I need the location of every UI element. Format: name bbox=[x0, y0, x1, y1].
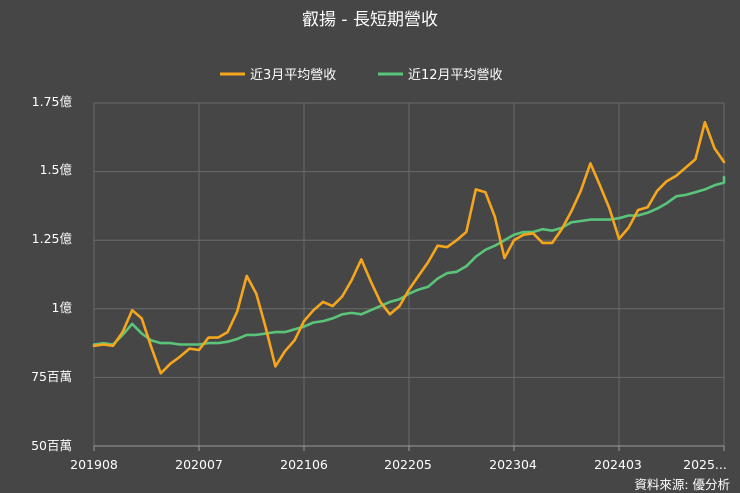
axes bbox=[93, 445, 725, 451]
x-tick-label: 201908 bbox=[70, 457, 118, 472]
legend: 近3月平均營收 近12月平均營收 bbox=[220, 68, 503, 83]
data-source-credit: 資料來源: 優分析 bbox=[634, 477, 730, 492]
x-tick-labels: 201908 202007 202106 202205 202304 20240… bbox=[70, 457, 727, 472]
chart-title: 叡揚 - 長短期營收 bbox=[302, 10, 438, 30]
y-tick-labels: 50百萬 75百萬 1億 1.25億 1.5億 1.75億 bbox=[31, 94, 72, 453]
y-tick-label: 1.25億 bbox=[32, 231, 73, 246]
x-tick-label: 202304 bbox=[489, 457, 537, 472]
series-lines bbox=[92, 120, 726, 375]
series-line-12m-avg bbox=[92, 175, 726, 346]
series-line-3m-avg bbox=[92, 120, 726, 375]
x-tick-label: 202205 bbox=[384, 457, 432, 472]
legend-label-short: 近3月平均營收 bbox=[250, 68, 336, 83]
x-tick-label: 202403 bbox=[594, 457, 642, 472]
y-tick-label: 50百萬 bbox=[31, 438, 72, 453]
x-tick-label: 202106 bbox=[280, 457, 328, 472]
y-tick-label: 75百萬 bbox=[31, 369, 72, 384]
y-tick-label: 1億 bbox=[52, 300, 73, 315]
y-tick-label: 1.5億 bbox=[40, 162, 73, 177]
x-tick-label: 2025... bbox=[683, 457, 727, 472]
legend-label-long: 近12月平均營收 bbox=[408, 68, 503, 83]
y-tick-label: 1.75億 bbox=[32, 94, 73, 109]
x-tick-label: 202007 bbox=[175, 457, 223, 472]
